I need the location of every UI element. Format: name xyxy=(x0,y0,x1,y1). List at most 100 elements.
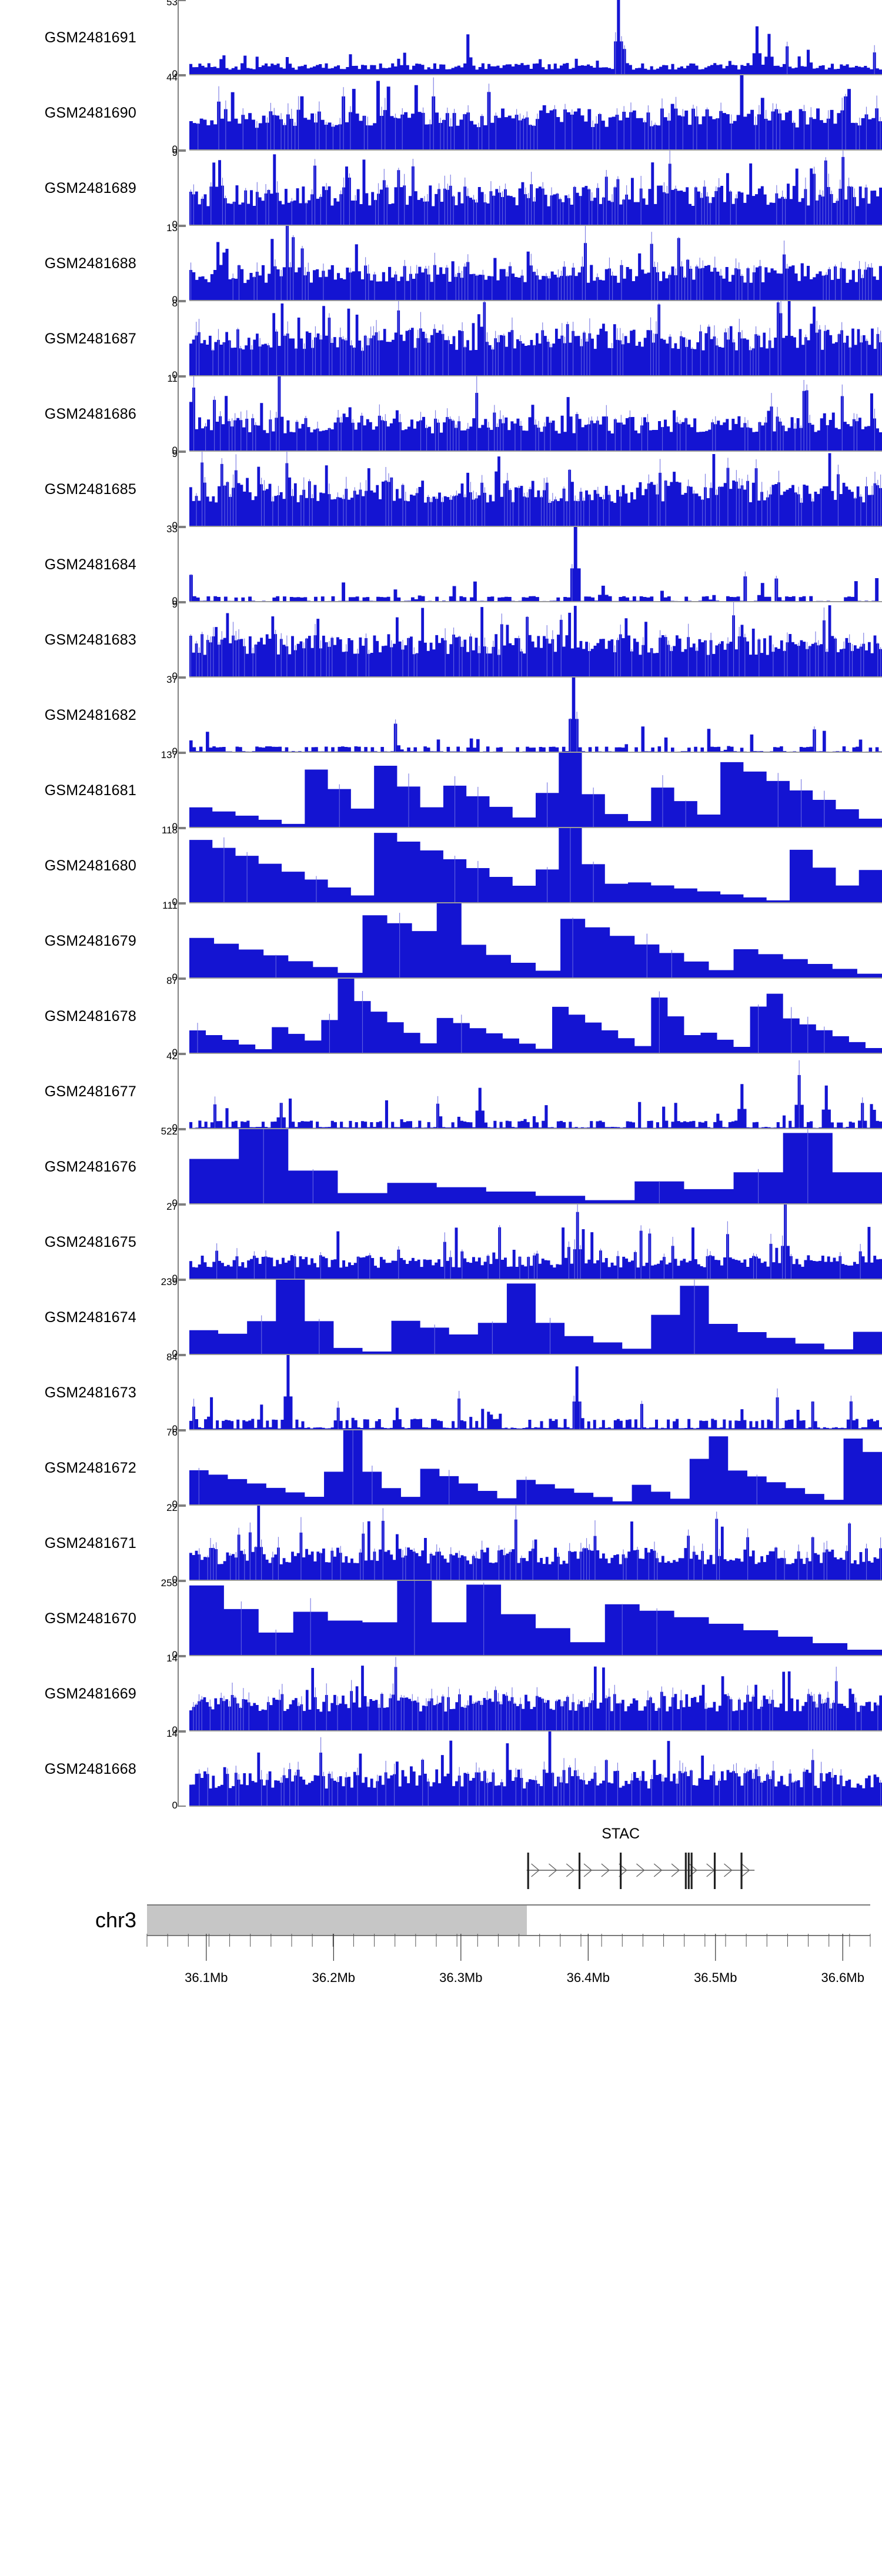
coverage-signal-graphic xyxy=(189,1204,882,1280)
coverage-track[interactable]: GSM2481669 14 0 xyxy=(0,1653,882,1735)
coverage-track[interactable]: GSM2481677 42 0 xyxy=(0,1051,882,1133)
track-plot-area[interactable] xyxy=(189,903,882,979)
axis-min-label: 0 xyxy=(172,670,178,682)
coverage-track[interactable]: GSM2481682 37 0 xyxy=(0,675,882,756)
axis-bracket xyxy=(178,1731,186,1807)
track-baseline xyxy=(189,1504,882,1506)
axis-bracket xyxy=(178,1430,186,1506)
track-plot-area[interactable] xyxy=(189,75,882,151)
track-plot-area[interactable] xyxy=(189,1204,882,1280)
axis-min-label: 0 xyxy=(172,144,178,155)
axis-bracket xyxy=(178,753,186,828)
axis-bracket xyxy=(178,376,186,452)
coverage-track[interactable]: GSM2481674 239 0 xyxy=(0,1277,882,1359)
coverage-signal-graphic xyxy=(189,226,882,301)
track-plot-area[interactable] xyxy=(189,1129,882,1204)
track-plot-area[interactable] xyxy=(189,828,882,903)
axis-bracket xyxy=(178,1355,186,1430)
track-y-axis: 13 0 xyxy=(147,223,189,305)
track-plot-area[interactable] xyxy=(189,0,882,75)
track-plot-area[interactable] xyxy=(189,452,882,527)
track-sample-label: GSM2481680 xyxy=(44,857,136,874)
coverage-signal-graphic xyxy=(189,151,882,226)
axis-min-label: 0 xyxy=(172,1499,178,1510)
coverage-track[interactable]: GSM2481670 258 0 xyxy=(0,1577,882,1660)
axis-max-label: 118 xyxy=(161,825,178,836)
ruler-tick-label: 36.3Mb xyxy=(439,1970,483,1985)
coverage-track[interactable]: GSM2481676 522 0 xyxy=(0,1126,882,1208)
coverage-track[interactable]: GSM2481685 9 0 xyxy=(0,449,882,530)
axis-min-label: 0 xyxy=(172,219,178,230)
coverage-signal-graphic xyxy=(189,1129,882,1204)
track-y-axis: 76 0 xyxy=(147,1427,189,1510)
track-plot-area[interactable] xyxy=(189,753,882,828)
coverage-track[interactable]: GSM2481679 111 0 xyxy=(0,900,882,982)
track-plot-area[interactable] xyxy=(189,1430,882,1506)
axis-max-label: 8 xyxy=(172,298,178,309)
track-plot-area[interactable] xyxy=(189,1280,882,1355)
track-sample-label: GSM2481682 xyxy=(44,706,136,723)
coverage-signal-graphic xyxy=(189,0,882,75)
axis-min-label: 0 xyxy=(172,1574,178,1585)
track-sample-label: GSM2481669 xyxy=(44,1685,136,1702)
track-sample-label: GSM2481670 xyxy=(44,1610,136,1627)
track-plot-area[interactable] xyxy=(189,151,882,226)
track-plot-area[interactable] xyxy=(189,1054,882,1129)
coverage-signal-graphic xyxy=(189,979,882,1054)
chromosome-axis: chr3 36.1Mb 36.2Mb 36.3Mb 36.4Mb 36.5Mb 36.6M… xyxy=(0,1895,882,2018)
ideogram-bar[interactable] xyxy=(147,1904,870,1936)
coverage-track[interactable]: GSM2481680 118 0 xyxy=(0,825,882,907)
track-baseline xyxy=(189,1279,882,1280)
track-plot-area[interactable] xyxy=(189,226,882,301)
coverage-track[interactable]: GSM2481683 9 0 xyxy=(0,599,882,682)
track-baseline xyxy=(189,902,882,903)
track-plot-area[interactable] xyxy=(189,1581,882,1656)
chromosome-label: chr3 xyxy=(95,1908,136,1932)
gene-annotation-track[interactable]: STAC xyxy=(0,1807,882,1895)
coverage-track[interactable]: GSM2481684 33 0 xyxy=(0,524,882,606)
coverage-track[interactable]: GSM2481668 14 0 xyxy=(0,1729,882,1810)
track-sample-label: GSM2481668 xyxy=(44,1760,136,1777)
coverage-track[interactable]: GSM2481678 87 0 xyxy=(0,976,882,1057)
track-plot-area[interactable] xyxy=(189,1506,882,1581)
coverage-track[interactable]: GSM2481690 44 0 xyxy=(0,72,882,155)
coverage-track[interactable]: GSM2481671 22 0 xyxy=(0,1503,882,1585)
track-plot-area[interactable] xyxy=(189,678,882,753)
track-plot-area[interactable] xyxy=(189,301,882,376)
coverage-track[interactable]: GSM2481673 84 0 xyxy=(0,1352,882,1434)
axis-bracket xyxy=(178,1656,186,1731)
coverage-signal-graphic xyxy=(189,678,882,753)
coverage-signal-graphic xyxy=(189,301,882,376)
track-sample-label: GSM2481688 xyxy=(44,255,136,272)
ruler-tick-label: 36.6Mb xyxy=(821,1970,864,1985)
coverage-track[interactable]: GSM2481672 76 0 xyxy=(0,1427,882,1510)
track-plot-area[interactable] xyxy=(189,602,882,678)
coverage-signal-graphic xyxy=(189,452,882,527)
track-sample-label: GSM2481681 xyxy=(44,782,136,799)
track-sample-label: GSM2481686 xyxy=(44,405,136,422)
track-plot-area[interactable] xyxy=(189,1355,882,1430)
axis-max-label: 258 xyxy=(161,1577,178,1589)
axis-max-label: 11 xyxy=(167,373,178,384)
track-sample-label: GSM2481691 xyxy=(44,29,136,46)
coverage-signal-graphic xyxy=(189,828,882,903)
axis-min-label: 0 xyxy=(172,896,178,907)
coverage-signal-graphic xyxy=(189,1280,882,1355)
track-plot-area[interactable] xyxy=(189,979,882,1054)
track-plot-area[interactable] xyxy=(189,1731,882,1807)
track-y-axis: 42 0 xyxy=(147,1051,189,1133)
axis-bracket xyxy=(178,1129,186,1204)
coverage-track[interactable]: GSM2481687 8 0 xyxy=(0,298,882,380)
coverage-track[interactable]: GSM2481675 27 0 xyxy=(0,1202,882,1283)
axis-max-label: 111 xyxy=(162,900,178,911)
coverage-track[interactable]: GSM2481689 9 0 xyxy=(0,148,882,230)
track-plot-area[interactable] xyxy=(189,376,882,452)
track-plot-area[interactable] xyxy=(189,1656,882,1731)
coverage-track[interactable]: GSM2481686 11 0 xyxy=(0,373,882,455)
track-plot-area[interactable] xyxy=(189,527,882,602)
coverage-track[interactable]: GSM2481688 13 0 xyxy=(0,223,882,305)
axis-min-label: 0 xyxy=(172,1724,178,1736)
coverage-track[interactable]: GSM2481681 137 0 xyxy=(0,750,882,832)
coverage-track[interactable]: GSM2481691 53 0 xyxy=(0,0,882,79)
